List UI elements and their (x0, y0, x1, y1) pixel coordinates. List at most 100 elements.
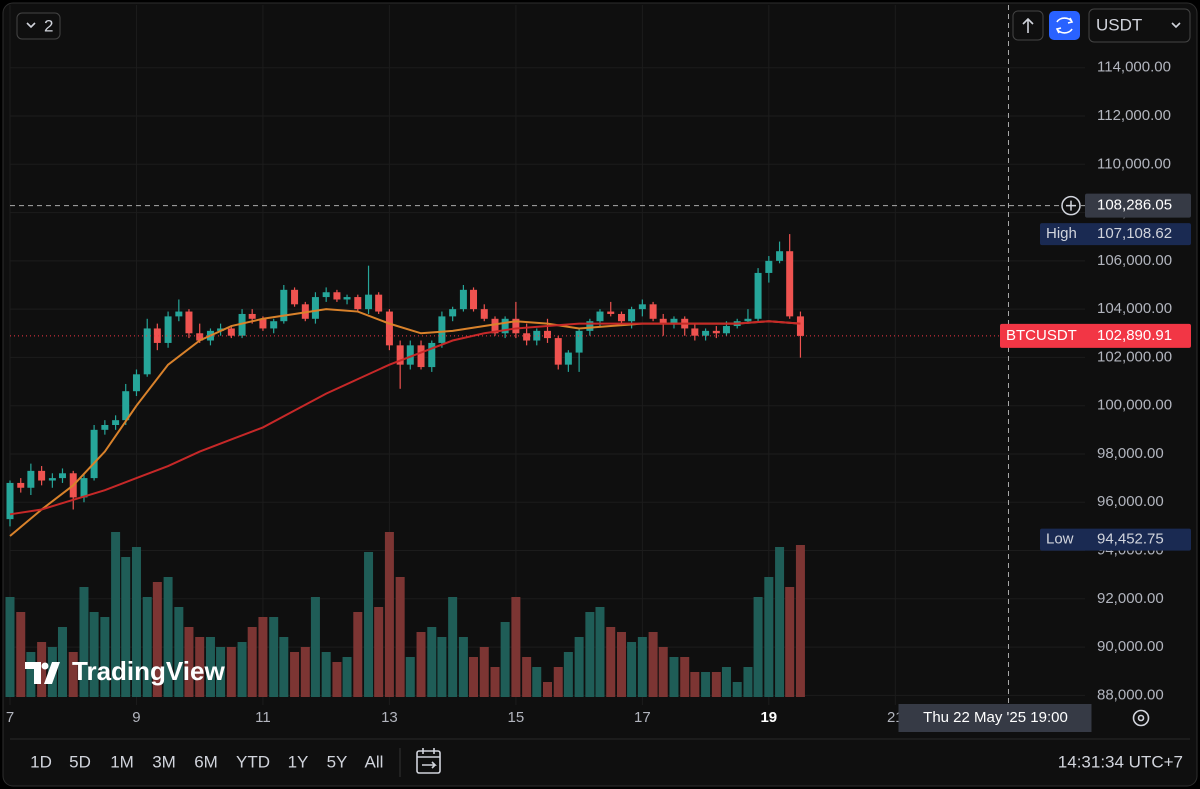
marker-box (1040, 528, 1191, 551)
legend-toggle[interactable] (16, 12, 61, 40)
x-tick-label: 11 (255, 709, 271, 726)
clock: 14:31:34 UTC+7 (1058, 752, 1183, 771)
volume-bar (732, 682, 742, 697)
candle-body (38, 470, 46, 481)
range-button[interactable]: 5Y (327, 752, 348, 771)
volume-bar (627, 642, 637, 697)
range-button[interactable]: 3M (152, 752, 176, 771)
candle-body (196, 333, 204, 341)
x-tick-label: 7 (6, 709, 14, 726)
volume-bar (332, 662, 342, 697)
candle-body (375, 294, 383, 312)
candle-body (533, 330, 541, 341)
volume-bar (142, 597, 152, 697)
candle-body (385, 311, 393, 346)
volume-bar (395, 577, 405, 697)
volume-bar (300, 647, 310, 697)
volume-bar (290, 652, 300, 697)
candle-body (754, 272, 762, 319)
volume-bar (195, 637, 205, 697)
marker-name: High (1046, 225, 1077, 242)
candle-body (712, 330, 720, 334)
candle-body (122, 391, 130, 421)
candle-body (354, 297, 362, 310)
candle-body (90, 429, 98, 479)
volume-bar (574, 637, 584, 697)
volume-bar (469, 657, 479, 697)
settings-icon[interactable] (1132, 709, 1150, 727)
candle-body (227, 328, 235, 336)
y-tick-label: 102,000.00 (1097, 348, 1172, 365)
autoscale-button[interactable] (1049, 11, 1080, 40)
volume-bar (79, 587, 89, 697)
candle-body (48, 478, 56, 481)
volume-bar (637, 637, 647, 697)
volume-bar (427, 627, 437, 697)
plot: 88,000.0090,000.0092,000.0094,000.0096,0… (5, 5, 1172, 726)
candle-body (786, 251, 794, 317)
volume-bar (205, 637, 215, 697)
candle-body (765, 260, 773, 273)
volume-bar (226, 647, 236, 697)
volume-bar (26, 652, 36, 697)
candle-body (575, 330, 583, 353)
range-button[interactable]: 1M (110, 752, 134, 771)
range-button[interactable]: 6M (194, 752, 218, 771)
volume-bar (16, 612, 26, 697)
crosshair-price: 108,286.05 (1097, 197, 1172, 214)
candle-body (586, 321, 594, 331)
y-tick-label: 104,000.00 (1097, 300, 1172, 317)
candle-body (523, 333, 531, 341)
range-button[interactable]: YTD (236, 752, 270, 771)
candle-body (638, 304, 646, 310)
candle-body (428, 342, 436, 368)
logo-mark (25, 662, 60, 684)
crosshair-time-box (898, 704, 1092, 732)
volume-bar (279, 637, 289, 697)
candle-body (396, 345, 404, 365)
candle-body (27, 470, 35, 488)
candle-body (175, 311, 183, 317)
volume-bar (374, 607, 384, 697)
volume-bar (131, 547, 141, 697)
x-tick-label: 9 (132, 709, 140, 726)
volume-bar (448, 597, 458, 697)
range-button[interactable]: 1D (30, 752, 52, 771)
currency-select[interactable] (1088, 8, 1191, 43)
volume-bar (342, 657, 352, 697)
candle-body (112, 420, 120, 425)
candle-body (722, 326, 730, 334)
calendar-lines (417, 748, 440, 769)
volume-bar (500, 622, 510, 697)
volume-bar (532, 667, 542, 697)
volume-bar (321, 652, 331, 697)
range-button[interactable]: 1Y (288, 752, 309, 771)
candle-body (501, 318, 509, 334)
candle-body (406, 345, 414, 365)
candle-body (480, 309, 488, 319)
candle-body (470, 289, 478, 310)
range-button[interactable]: All (365, 752, 384, 771)
date-range-button[interactable] (416, 748, 441, 774)
x-tick-label: 15 (508, 709, 525, 726)
volume-bar (247, 627, 257, 697)
y-tick-label: 112,000.00 (1097, 107, 1171, 124)
candle-body (544, 330, 551, 339)
volume-bar (606, 627, 616, 697)
volume-bar (543, 682, 552, 697)
x-tick-label: 13 (381, 709, 398, 726)
candle-body (143, 328, 151, 375)
volume-bar (595, 607, 605, 697)
range-button[interactable]: 5D (69, 752, 91, 771)
volume-bar (658, 647, 668, 697)
y-tick-label: 98,000.00 (1097, 445, 1164, 462)
volume-bar (648, 632, 658, 697)
volume-bar (563, 652, 573, 697)
chevron-icon (1171, 22, 1181, 29)
marker-price: 107,108.62 (1097, 225, 1172, 242)
gear-hub (1137, 714, 1145, 722)
volume-bar (701, 672, 711, 697)
volume-bar (680, 657, 690, 697)
candle-body (776, 251, 784, 261)
candle-body (459, 289, 467, 310)
